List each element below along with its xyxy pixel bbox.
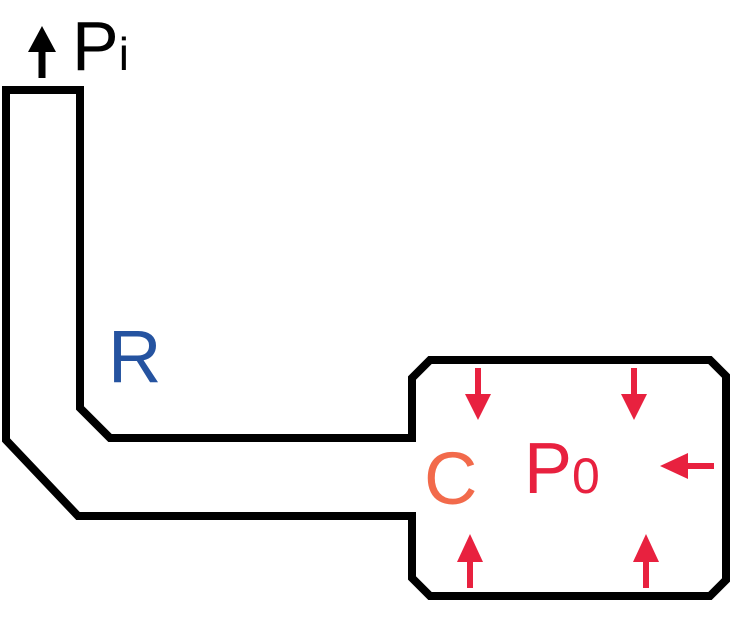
arrow-left-icon (660, 453, 714, 479)
pressure-chamber-letter: P (524, 429, 572, 509)
arrow-up-icon (633, 534, 659, 588)
pressure-inlet-letter: P (72, 7, 119, 85)
pipe-chamber-outline (2, 86, 730, 600)
pressure-chamber-subscript: 0 (572, 448, 600, 504)
arrow-down-icon (465, 368, 491, 420)
arrow-up-icon (28, 26, 56, 78)
capacitance-label: C (424, 437, 477, 520)
pressure-inlet-label: Pi (72, 7, 129, 85)
pressure-chamber-label: P0 (524, 429, 600, 509)
arrow-up-icon (457, 534, 483, 588)
pressure-inlet-subscript: i (119, 28, 129, 80)
arrow-down-icon (621, 368, 647, 420)
resistance-label: R (108, 315, 161, 398)
